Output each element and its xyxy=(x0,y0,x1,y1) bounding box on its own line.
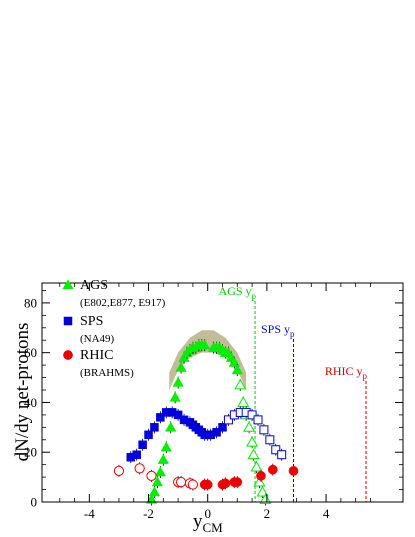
data-point xyxy=(212,428,221,437)
y-axis-label: dN/dy net-protons xyxy=(12,323,33,462)
legend-sublabel: (BRAHMS) xyxy=(80,367,134,379)
data-point xyxy=(288,466,299,476)
legend-marker-rhic xyxy=(63,350,73,360)
data-point xyxy=(277,450,287,460)
x-tick-label: -2 xyxy=(143,506,154,521)
data-point xyxy=(202,479,213,490)
series-1 xyxy=(234,378,272,506)
x-tick-label: 2 xyxy=(264,506,271,521)
data-point xyxy=(172,376,184,387)
y-tick-label: 0 xyxy=(31,495,38,510)
data-point xyxy=(199,339,211,350)
legend: AGS (E802,E877, E917) SPS (NA49) RHIC (BRAHMS… xyxy=(62,278,166,379)
data-point xyxy=(169,391,181,402)
ags-systematic-band xyxy=(169,330,247,391)
data-point xyxy=(187,479,199,490)
beam-label-2: RHIC yp xyxy=(325,364,368,381)
data-point xyxy=(253,475,266,487)
data-point xyxy=(138,440,147,450)
beam-label-main: AGS y xyxy=(219,284,252,298)
series-4 xyxy=(199,463,299,491)
data-point xyxy=(134,463,145,474)
data-point xyxy=(156,413,165,422)
data-point xyxy=(243,421,256,432)
beam-label-main: SPS y xyxy=(261,322,290,336)
series-3 xyxy=(223,406,287,461)
data-point xyxy=(132,450,141,459)
x-tick-label: 0 xyxy=(204,506,211,521)
series-5 xyxy=(113,462,199,491)
legend-label: SPS xyxy=(80,314,103,329)
data-point xyxy=(246,436,259,447)
beam-label-sub: p xyxy=(290,329,295,339)
data-point xyxy=(237,396,250,407)
y-tick-label: 60 xyxy=(24,345,37,360)
ags-systematic-band-layer xyxy=(169,330,247,391)
data-point xyxy=(250,460,263,472)
data-point xyxy=(218,423,227,432)
beam-label-sub: p xyxy=(363,371,368,381)
series-0 xyxy=(145,339,243,506)
data-point xyxy=(150,423,159,432)
data-point xyxy=(234,378,247,390)
data-point xyxy=(148,486,161,497)
x-axis-label: yCM xyxy=(193,511,223,535)
data-point xyxy=(220,478,231,489)
legend-sublabel: (E802,E877, E917) xyxy=(80,297,166,309)
data-point xyxy=(259,493,272,504)
data-point xyxy=(157,453,169,464)
legend-label: RHIC xyxy=(80,348,113,363)
x-axis-label-sub: CM xyxy=(203,520,224,535)
data-point xyxy=(265,435,275,445)
legend-label: AGS xyxy=(80,278,108,293)
data-point xyxy=(247,410,257,420)
data-point xyxy=(154,466,166,477)
data-point xyxy=(144,430,153,440)
data-point xyxy=(165,421,177,432)
beam-label-1: SPS yp xyxy=(261,322,295,339)
series-2 xyxy=(126,406,227,464)
y-tick-label: 20 xyxy=(24,445,37,460)
data-point xyxy=(160,441,172,452)
data-point xyxy=(271,445,281,455)
data-point xyxy=(247,448,260,460)
legend-marker-ags xyxy=(62,279,74,290)
data-point xyxy=(146,470,157,481)
data-point xyxy=(173,410,183,420)
legend-sublabel: (NA49) xyxy=(80,333,115,345)
data-point xyxy=(231,364,243,375)
data-point xyxy=(175,476,187,488)
legend-marker-sps xyxy=(63,316,73,326)
data-point xyxy=(113,465,125,476)
x-tick-label: 4 xyxy=(323,506,330,521)
x-axis-label-main: y xyxy=(193,511,203,532)
data-point xyxy=(232,477,243,487)
data-point xyxy=(259,425,269,435)
beam-label-0: AGS yp xyxy=(219,284,257,301)
x-tick-label: -4 xyxy=(84,506,95,521)
data-point xyxy=(175,361,187,372)
beam-label-sub: p xyxy=(252,291,257,301)
y-tick-label: 40 xyxy=(24,395,37,410)
data-point xyxy=(151,476,164,487)
data-point xyxy=(253,415,263,425)
data-points-layer xyxy=(113,339,299,506)
data-point xyxy=(256,471,266,481)
data-point xyxy=(223,415,233,425)
data-point xyxy=(267,464,278,475)
beam-label-main: RHIC y xyxy=(325,364,363,378)
y-tick-label: 80 xyxy=(24,295,37,310)
